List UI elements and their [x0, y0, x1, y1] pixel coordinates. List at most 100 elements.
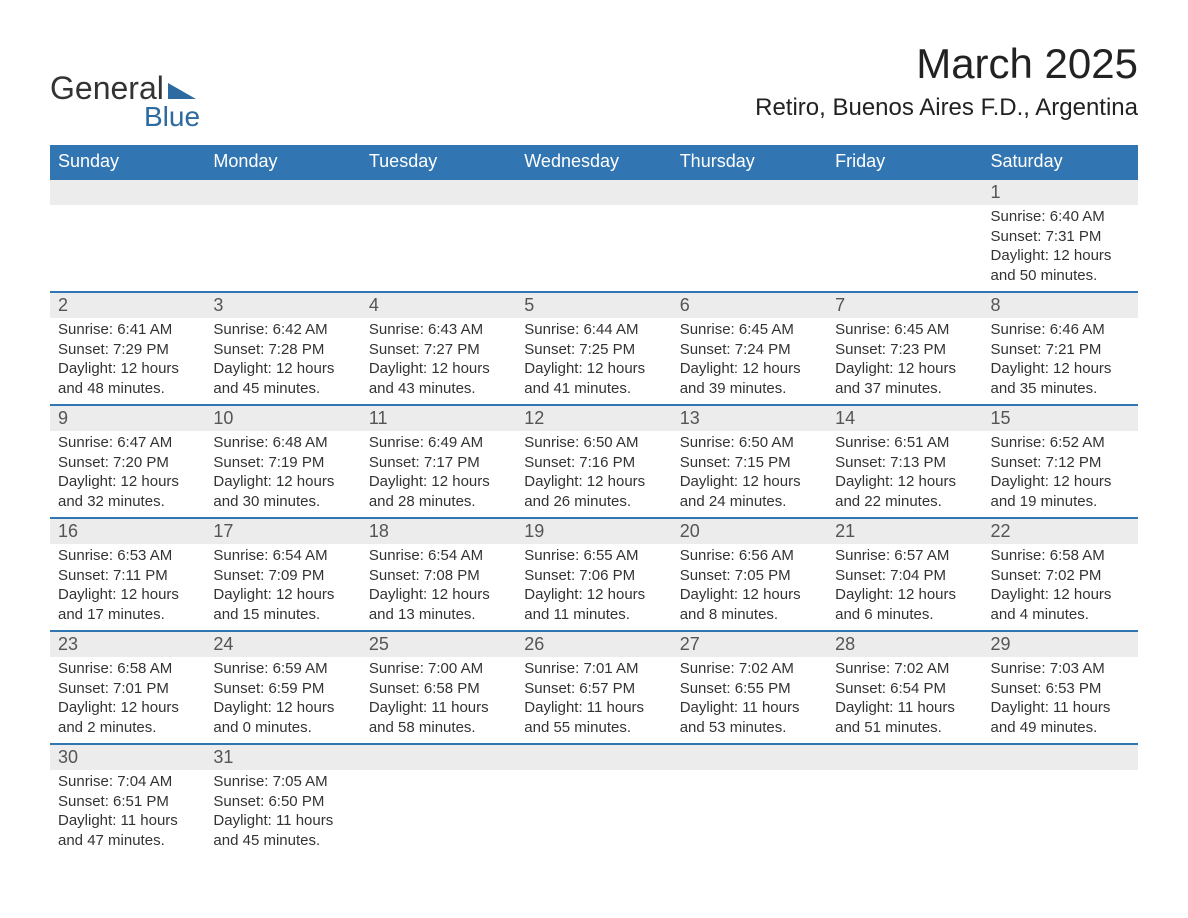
sunset-text: Sunset: 6:51 PM	[58, 792, 197, 812]
calendar-day-info-cell: Sunrise: 6:51 AMSunset: 7:13 PMDaylight:…	[827, 431, 982, 518]
sunset-text: Sunset: 7:29 PM	[58, 340, 197, 360]
sunset-text: Sunset: 7:09 PM	[213, 566, 352, 586]
sunrise-text: Sunrise: 7:02 AM	[680, 659, 819, 679]
calendar-day-cell: 31	[205, 744, 360, 770]
sunset-text: Sunset: 7:06 PM	[524, 566, 663, 586]
calendar-day-info-cell: Sunrise: 6:44 AMSunset: 7:25 PMDaylight:…	[516, 318, 671, 405]
day-info	[672, 770, 827, 778]
sunrise-text: Sunrise: 7:04 AM	[58, 772, 197, 792]
header-thursday: Thursday	[672, 145, 827, 179]
header-monday: Monday	[205, 145, 360, 179]
day-info: Sunrise: 6:57 AMSunset: 7:04 PMDaylight:…	[827, 544, 982, 630]
calendar-day-cell: 18	[361, 518, 516, 544]
calendar-day-info-cell	[50, 205, 205, 292]
sunrise-text: Sunrise: 6:56 AM	[680, 546, 819, 566]
sunset-text: Sunset: 7:25 PM	[524, 340, 663, 360]
sunrise-text: Sunrise: 6:52 AM	[991, 433, 1130, 453]
day-number	[672, 745, 827, 749]
daylight-text: Daylight: 12 hours and 41 minutes.	[524, 359, 663, 398]
calendar-day-info-cell: Sunrise: 6:48 AMSunset: 7:19 PMDaylight:…	[205, 431, 360, 518]
sunset-text: Sunset: 7:19 PM	[213, 453, 352, 473]
sunrise-text: Sunrise: 7:00 AM	[369, 659, 508, 679]
sunrise-text: Sunrise: 6:59 AM	[213, 659, 352, 679]
calendar-week-daynum-row: 16171819202122	[50, 518, 1138, 544]
day-number	[516, 745, 671, 749]
day-number: 6	[672, 293, 827, 318]
day-info: Sunrise: 6:53 AMSunset: 7:11 PMDaylight:…	[50, 544, 205, 630]
daylight-text: Daylight: 12 hours and 4 minutes.	[991, 585, 1130, 624]
daylight-text: Daylight: 11 hours and 49 minutes.	[991, 698, 1130, 737]
day-info	[361, 770, 516, 778]
daylight-text: Daylight: 12 hours and 2 minutes.	[58, 698, 197, 737]
day-info: Sunrise: 6:48 AMSunset: 7:19 PMDaylight:…	[205, 431, 360, 517]
calendar-day-cell: 7	[827, 292, 982, 318]
calendar-day-cell: 28	[827, 631, 982, 657]
sunrise-text: Sunrise: 7:05 AM	[213, 772, 352, 792]
sunset-text: Sunset: 7:04 PM	[835, 566, 974, 586]
header-sunday: Sunday	[50, 145, 205, 179]
calendar-week-daynum-row: 3031	[50, 744, 1138, 770]
sunset-text: Sunset: 6:55 PM	[680, 679, 819, 699]
calendar-day-cell: 17	[205, 518, 360, 544]
sunset-text: Sunset: 7:16 PM	[524, 453, 663, 473]
calendar-day-info-cell: Sunrise: 6:56 AMSunset: 7:05 PMDaylight:…	[672, 544, 827, 631]
sunrise-text: Sunrise: 7:02 AM	[835, 659, 974, 679]
sunset-text: Sunset: 6:57 PM	[524, 679, 663, 699]
day-number: 27	[672, 632, 827, 657]
calendar-day-info-cell: Sunrise: 6:41 AMSunset: 7:29 PMDaylight:…	[50, 318, 205, 405]
calendar-day-info-cell: Sunrise: 6:55 AMSunset: 7:06 PMDaylight:…	[516, 544, 671, 631]
calendar-day-cell	[205, 179, 360, 205]
day-number: 1	[983, 180, 1138, 205]
calendar-day-cell: 21	[827, 518, 982, 544]
day-number: 30	[50, 745, 205, 770]
calendar-week-info-row: Sunrise: 6:47 AMSunset: 7:20 PMDaylight:…	[50, 431, 1138, 518]
daylight-text: Daylight: 11 hours and 47 minutes.	[58, 811, 197, 850]
day-info	[827, 770, 982, 778]
day-info: Sunrise: 7:00 AMSunset: 6:58 PMDaylight:…	[361, 657, 516, 743]
daylight-text: Daylight: 12 hours and 32 minutes.	[58, 472, 197, 511]
calendar-day-cell	[827, 179, 982, 205]
day-info: Sunrise: 6:40 AMSunset: 7:31 PMDaylight:…	[983, 205, 1138, 291]
calendar-week-daynum-row: 2345678	[50, 292, 1138, 318]
calendar-day-info-cell: Sunrise: 7:02 AMSunset: 6:55 PMDaylight:…	[672, 657, 827, 744]
daylight-text: Daylight: 12 hours and 0 minutes.	[213, 698, 352, 737]
daylight-text: Daylight: 12 hours and 45 minutes.	[213, 359, 352, 398]
calendar-day-cell: 3	[205, 292, 360, 318]
sunset-text: Sunset: 6:54 PM	[835, 679, 974, 699]
day-info: Sunrise: 6:56 AMSunset: 7:05 PMDaylight:…	[672, 544, 827, 630]
sunrise-text: Sunrise: 6:44 AM	[524, 320, 663, 340]
calendar-day-cell: 27	[672, 631, 827, 657]
calendar-day-cell: 2	[50, 292, 205, 318]
calendar-day-cell: 15	[983, 405, 1138, 431]
calendar-day-info-cell: Sunrise: 6:46 AMSunset: 7:21 PMDaylight:…	[983, 318, 1138, 405]
day-number: 18	[361, 519, 516, 544]
daylight-text: Daylight: 12 hours and 19 minutes.	[991, 472, 1130, 511]
sunset-text: Sunset: 7:05 PM	[680, 566, 819, 586]
day-info: Sunrise: 6:58 AMSunset: 7:01 PMDaylight:…	[50, 657, 205, 743]
daylight-text: Daylight: 12 hours and 48 minutes.	[58, 359, 197, 398]
day-number: 21	[827, 519, 982, 544]
sunrise-text: Sunrise: 6:41 AM	[58, 320, 197, 340]
calendar-day-info-cell: Sunrise: 6:47 AMSunset: 7:20 PMDaylight:…	[50, 431, 205, 518]
sunrise-text: Sunrise: 6:57 AM	[835, 546, 974, 566]
calendar-day-cell: 24	[205, 631, 360, 657]
calendar-day-info-cell: Sunrise: 6:50 AMSunset: 7:15 PMDaylight:…	[672, 431, 827, 518]
header-wednesday: Wednesday	[516, 145, 671, 179]
sunset-text: Sunset: 7:28 PM	[213, 340, 352, 360]
day-number: 9	[50, 406, 205, 431]
day-info	[983, 770, 1138, 778]
day-number: 28	[827, 632, 982, 657]
day-number: 26	[516, 632, 671, 657]
sunrise-text: Sunrise: 6:58 AM	[991, 546, 1130, 566]
calendar-day-cell: 26	[516, 631, 671, 657]
calendar-day-cell: 19	[516, 518, 671, 544]
day-number	[361, 745, 516, 749]
daylight-text: Daylight: 12 hours and 37 minutes.	[835, 359, 974, 398]
header-tuesday: Tuesday	[361, 145, 516, 179]
title-block: March 2025 Retiro, Buenos Aires F.D., Ar…	[755, 40, 1138, 122]
calendar-day-info-cell	[516, 205, 671, 292]
location-text: Retiro, Buenos Aires F.D., Argentina	[755, 94, 1138, 122]
sunset-text: Sunset: 7:13 PM	[835, 453, 974, 473]
sunset-text: Sunset: 7:23 PM	[835, 340, 974, 360]
sunrise-text: Sunrise: 6:58 AM	[58, 659, 197, 679]
